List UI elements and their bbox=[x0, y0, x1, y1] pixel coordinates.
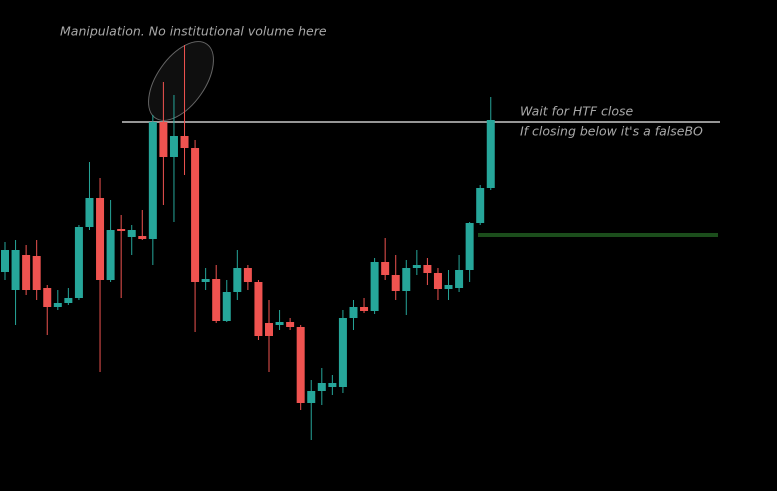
candle-body bbox=[286, 322, 295, 327]
annotation: Wait for HTF close bbox=[520, 104, 634, 119]
candle-body bbox=[328, 383, 337, 387]
candle-body bbox=[349, 307, 358, 318]
candle-body bbox=[444, 285, 453, 289]
annotation: Manipulation. No institutional volume he… bbox=[60, 24, 327, 39]
candle-body bbox=[1, 250, 9, 272]
candle-body bbox=[455, 270, 464, 288]
candle-body bbox=[233, 268, 242, 292]
candle-body bbox=[212, 279, 221, 321]
candle-body bbox=[412, 265, 421, 268]
highlight-ellipse bbox=[148, 41, 214, 121]
candle-body bbox=[127, 230, 136, 237]
candle-body bbox=[317, 383, 326, 391]
candle-body bbox=[43, 288, 52, 307]
candle-body bbox=[191, 148, 200, 282]
candle-body bbox=[32, 256, 41, 290]
candle-body bbox=[381, 262, 390, 275]
candle-body bbox=[423, 265, 432, 273]
candle-body bbox=[433, 273, 442, 289]
candle-body bbox=[296, 327, 305, 403]
candle-body bbox=[360, 307, 369, 311]
candle-body bbox=[64, 298, 73, 303]
candle-body bbox=[275, 322, 284, 325]
candle-body bbox=[180, 136, 189, 148]
candle-body bbox=[22, 255, 31, 290]
candle-body bbox=[201, 279, 210, 282]
candle-body bbox=[370, 262, 379, 311]
candle-body bbox=[138, 236, 147, 239]
candle-body bbox=[307, 391, 316, 403]
candle-body bbox=[243, 268, 252, 282]
candle-body bbox=[11, 250, 20, 290]
candle-body bbox=[85, 198, 94, 227]
candle-body bbox=[402, 268, 411, 291]
candle-body bbox=[222, 292, 231, 321]
candle-body bbox=[265, 323, 273, 336]
candle-body bbox=[476, 188, 485, 223]
candle-body bbox=[96, 198, 105, 280]
candle-body bbox=[338, 318, 347, 387]
candle-body bbox=[159, 122, 168, 157]
candle-body bbox=[486, 120, 495, 188]
candle-body bbox=[74, 227, 83, 298]
candle-body bbox=[169, 136, 178, 157]
candle-body bbox=[391, 275, 400, 291]
candle-body bbox=[148, 122, 157, 239]
annotation: If closing below it's a falseBO bbox=[520, 124, 703, 139]
candle-body bbox=[254, 282, 263, 336]
candle-body bbox=[465, 223, 474, 270]
candle-body bbox=[53, 303, 62, 307]
candle-body bbox=[106, 230, 115, 280]
candle-body bbox=[117, 229, 126, 231]
